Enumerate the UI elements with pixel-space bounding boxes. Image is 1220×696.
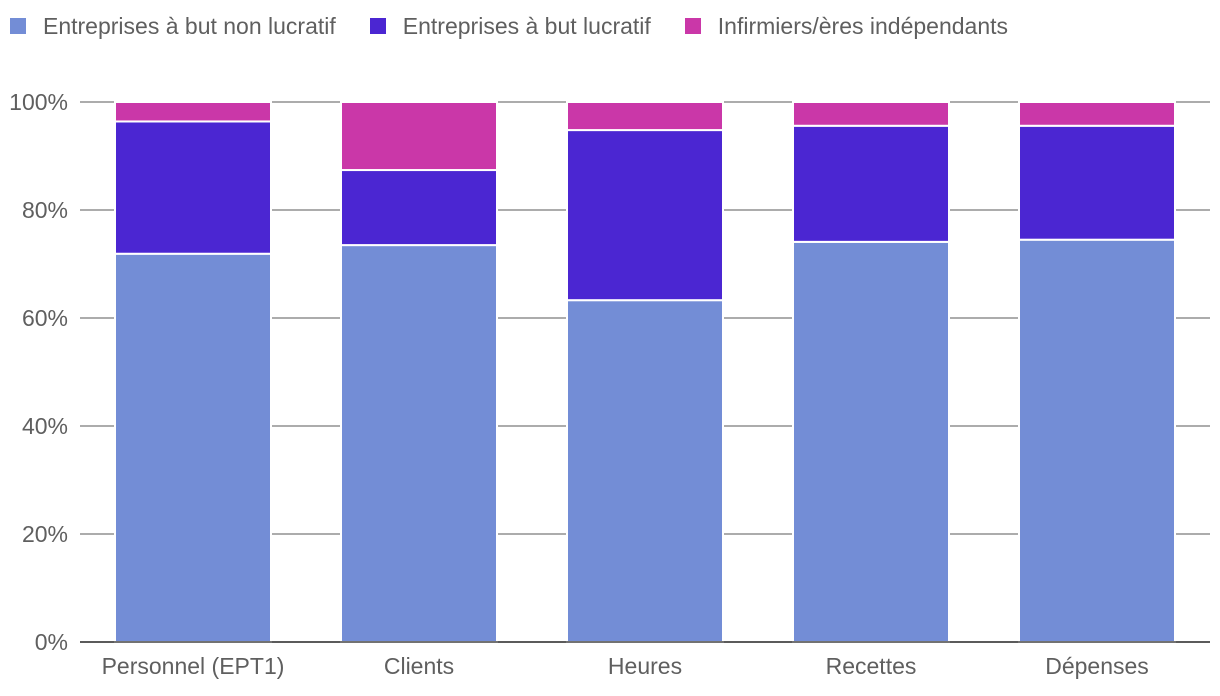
legend: Entreprises à but non lucratif Entrepris… [10, 10, 1042, 42]
y-tick-label: 100% [9, 89, 68, 115]
legend-label-nonprofit: Entreprises à but non lucratif [43, 12, 336, 39]
bar-segment-4-0 [1018, 238, 1176, 643]
legend-item-nonprofit[interactable]: Entreprises à but non lucratif [10, 13, 336, 40]
bar-segment-3-1 [792, 124, 950, 243]
bar-segment-0-2 [114, 101, 272, 123]
legend-swatch-nonprofit [10, 18, 26, 34]
y-tick-label: 0% [35, 629, 68, 655]
x-tick-label: Clients [384, 653, 454, 679]
bar-segment-2-2 [566, 101, 724, 132]
x-tick-label: Recettes [826, 653, 917, 679]
bar-segment-1-1 [340, 169, 498, 247]
legend-label-independent-nurses: Infirmiers/ères indépendants [717, 12, 1009, 39]
legend-item-independent-nurses[interactable]: Infirmiers/ères indépendants [684, 12, 1009, 40]
bar-segment-2-0 [566, 299, 724, 643]
y-tick-label: 60% [22, 305, 68, 331]
bar-segment-3-0 [792, 240, 950, 644]
legend-swatch-forprofit [369, 18, 386, 34]
y-tick-label: 80% [22, 197, 68, 223]
y-tick-label: 40% [22, 413, 68, 439]
bar-segment-4-2 [1018, 101, 1176, 127]
bar-segment-2-1 [566, 129, 724, 302]
x-tick-label: Heures [608, 653, 682, 679]
bar-segment-3-2 [792, 101, 950, 127]
bar-segment-0-1 [114, 120, 272, 255]
bar-segment-1-0 [340, 244, 498, 643]
legend-item-forprofit[interactable]: Entreprises à but lucratif [369, 12, 651, 40]
legend-swatch-independent-nurses [684, 18, 701, 34]
x-tick-label: Dépenses [1045, 653, 1149, 679]
bar-segment-1-2 [340, 101, 498, 172]
y-tick-label: 20% [22, 521, 68, 547]
x-tick-label: Personnel (EPT1) [102, 653, 285, 679]
bar-segment-4-1 [1018, 124, 1176, 241]
legend-label-forprofit: Entreprises à but lucratif [402, 12, 651, 39]
bar-segment-0-0 [114, 252, 272, 644]
